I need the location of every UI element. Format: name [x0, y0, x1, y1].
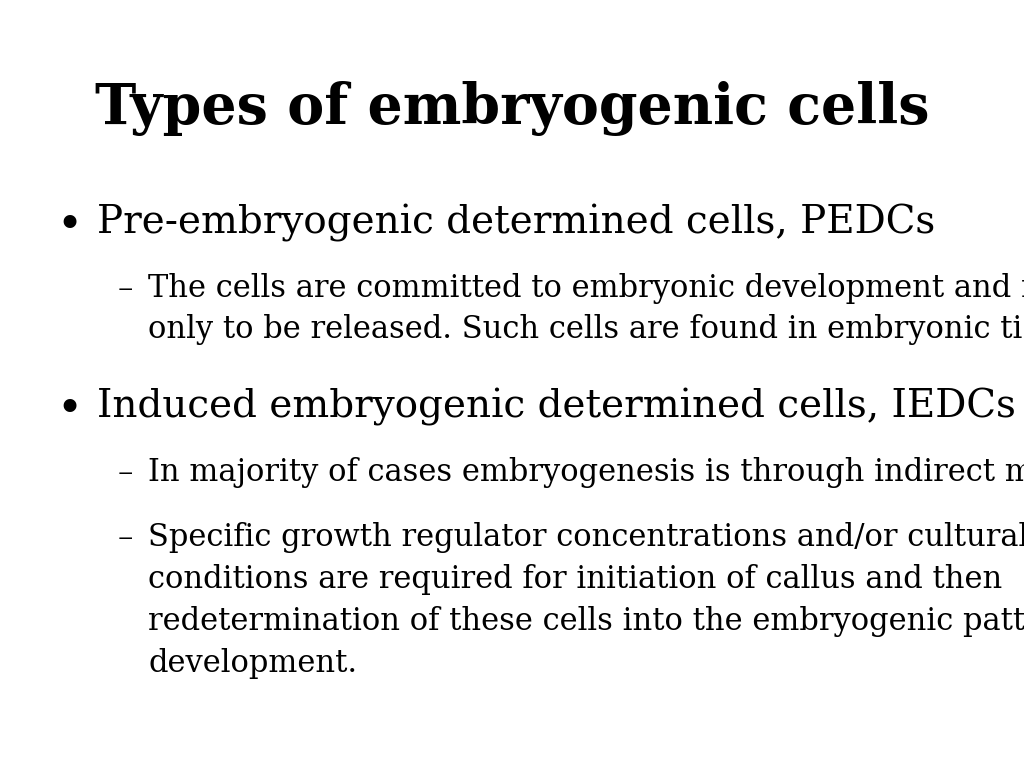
Text: Pre-embryogenic determined cells, PEDCs: Pre-embryogenic determined cells, PEDCs [97, 204, 936, 241]
Text: Induced embryogenic determined cells, IEDCs: Induced embryogenic determined cells, IE… [97, 388, 1016, 425]
Text: •: • [56, 204, 83, 247]
Text: •: • [56, 388, 83, 431]
Text: Specific growth regulator concentrations and/or cultural
conditions are required: Specific growth regulator concentrations… [148, 522, 1024, 679]
Text: –: – [118, 522, 133, 553]
Text: Types of embryogenic cells: Types of embryogenic cells [95, 81, 929, 136]
Text: –: – [118, 273, 133, 303]
Text: The cells are committed to embryonic development and need
only to be released. S: The cells are committed to embryonic dev… [148, 273, 1024, 346]
Text: –: – [118, 457, 133, 488]
Text: In majority of cases embryogenesis is through indirect method.: In majority of cases embryogenesis is th… [148, 457, 1024, 488]
